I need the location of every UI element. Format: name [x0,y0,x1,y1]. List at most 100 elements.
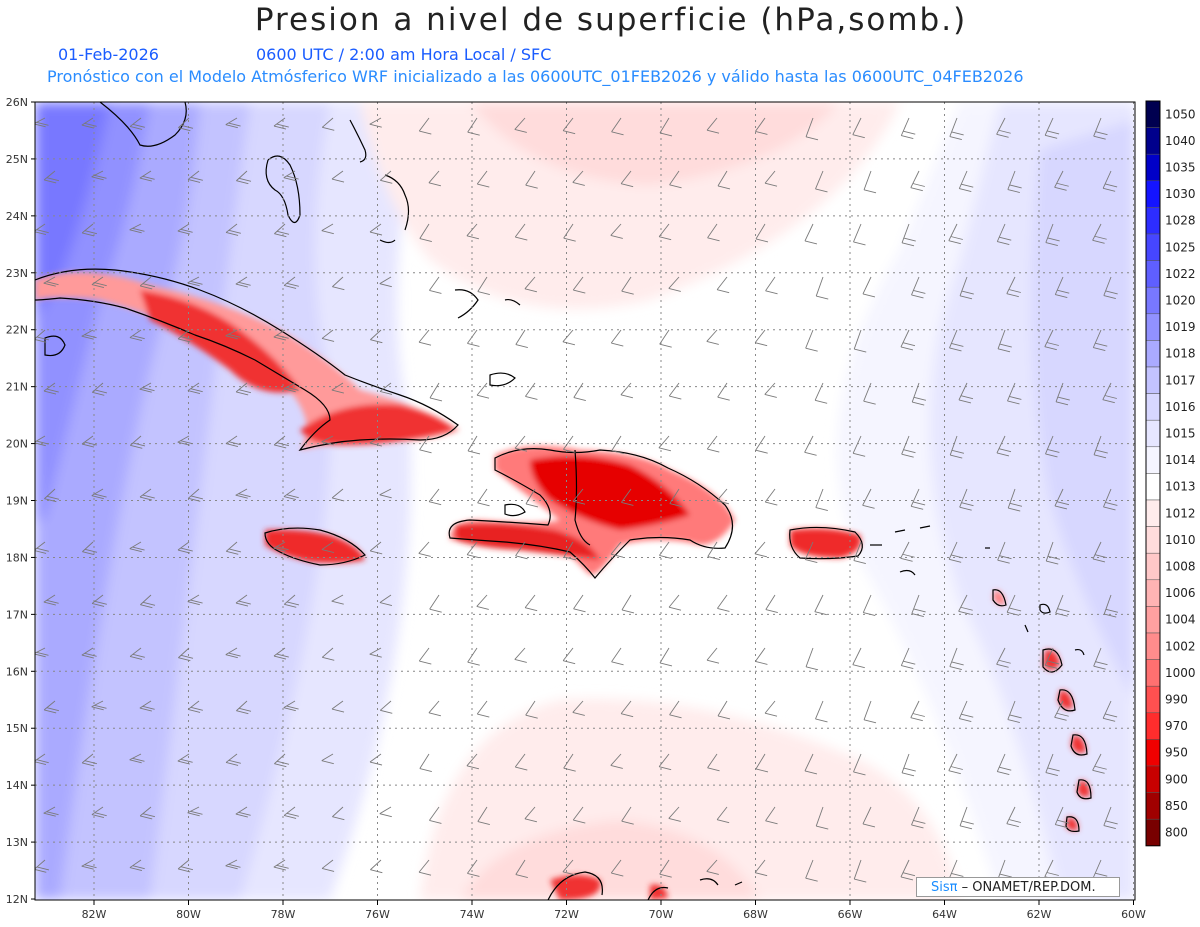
wind-barb [996,223,1012,246]
wind-barb [910,700,925,722]
wind-barb [139,170,155,182]
wind-barb [369,117,382,128]
wind-barb [273,859,289,871]
lon-tick-label: 80W [176,908,201,921]
colorbar-swatch [1145,127,1161,155]
wind-barb [563,223,576,242]
wind-barb [35,223,49,235]
wind-barb [91,276,107,288]
wind-barb [321,117,335,131]
colorbar-swatch [1145,340,1161,368]
wind-barb [369,435,382,447]
wind-barb [1007,382,1022,405]
colorbar-swatch [1145,685,1161,714]
wind-barb [572,488,586,505]
wind-barb [1102,700,1118,722]
wind-barb [948,541,964,563]
wind-barb [949,329,964,352]
wind-barb [1093,647,1108,670]
lat-tick-label: 15N [6,722,28,735]
wind-barb [418,117,432,135]
wind-barb [225,753,241,766]
wind-barb [466,541,480,559]
wind-barb [418,541,431,557]
lon-tick-label: 64W [932,908,957,921]
wind-barb [658,223,672,241]
wind-barb [332,806,345,821]
wind-barb [668,382,682,400]
wind-barb [476,594,489,610]
wind-barb [467,117,480,136]
wind-barb [621,806,634,825]
colorbar-label: 1016 [1165,400,1196,414]
wind-barb [379,488,392,499]
wind-barb [525,488,539,508]
valid-time-line: 0600 UTC / 2:00 am Hora Local / SFC [256,45,552,64]
wind-barb [668,594,682,611]
wind-barb [429,594,442,613]
lat-tick-label: 19N [6,495,28,508]
wind-barb [805,859,818,882]
wind-barb [863,700,877,724]
wind-barb [572,170,585,186]
wind-barb [562,117,576,135]
wind-barb [515,541,528,560]
wind-barb [476,382,490,399]
wind-barb [1054,276,1070,299]
wind-barb [805,647,819,671]
colorbar-label: 800 [1165,826,1188,840]
wind-barb [804,435,817,456]
wind-barb [43,276,59,287]
wind-barb [958,382,974,404]
wind-barb [620,700,634,718]
wind-barb [1103,594,1119,618]
wind-barb [755,223,769,243]
wind-barb [81,753,97,767]
wind-barb [515,329,528,348]
wind-barb [139,806,155,820]
wind-barb [129,753,145,764]
lon-tick-label: 66W [838,908,863,921]
wind-barb [235,806,251,818]
wind-barb [948,223,963,245]
colorbar-label: 1006 [1165,586,1196,600]
wind-barb [669,170,682,189]
wind-barb [428,700,442,717]
wind-barb [815,806,829,830]
wind-barb [563,435,576,453]
wind-barb [331,488,345,502]
wind-barb [91,594,107,607]
wind-barb [187,488,204,502]
wind-barb [477,276,490,295]
wind-barb [764,700,778,717]
wind-barb [900,647,916,670]
wind-barb [370,859,383,874]
wind-barb [82,541,98,556]
wind-barb [852,435,866,457]
wind-barb [1006,594,1022,616]
credit-brand: Sisπ [931,880,958,895]
colorbar-swatch [1145,233,1161,261]
credit-org: – ONAMET/REP.DOM. [961,880,1096,895]
wind-barb [283,276,299,289]
colorbar-label: 1035 [1165,161,1196,175]
wind-barb [911,276,926,299]
wind-barb [572,700,585,716]
lon-tick-label: 82W [82,908,107,921]
wind-barb [524,594,538,612]
wind-barb [225,117,241,129]
wind-barb [853,223,866,246]
colorbar-label: 1000 [1165,666,1196,680]
lat-tick-label: 12N [6,893,28,906]
wind-barb [900,541,915,562]
wind-barb [283,170,299,182]
wind-barb [35,647,49,658]
map-frame [35,102,1135,900]
wind-barb [514,647,527,663]
wind-barb [273,541,289,552]
wind-barb [863,382,876,405]
wind-barb [901,753,916,777]
wind-barb [321,753,334,765]
valid-date: 01-Feb-2026 [58,45,159,64]
lon-tick-label: 70W [649,908,674,921]
